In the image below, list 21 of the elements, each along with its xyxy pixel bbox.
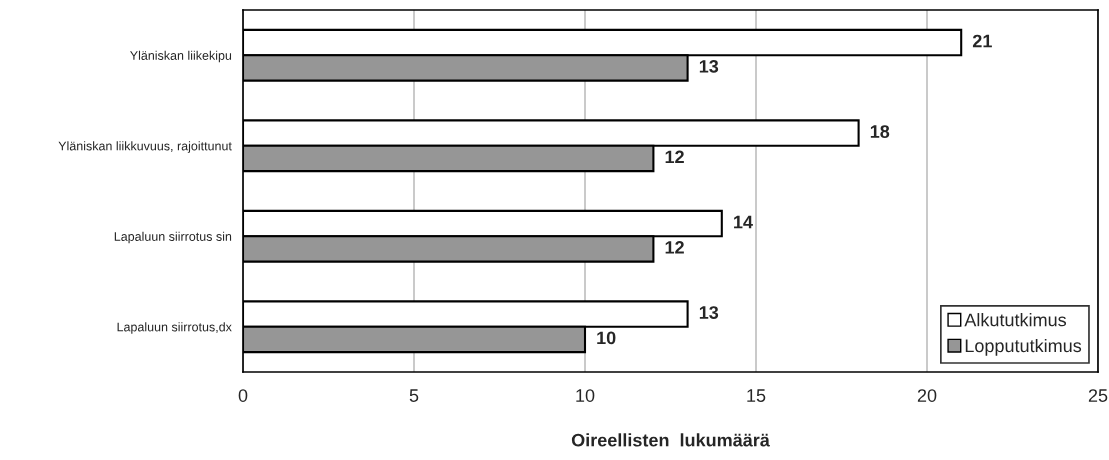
data-label: 13 [699,59,719,73]
data-label: 21 [972,34,992,48]
data-label: 18 [870,125,890,138]
y-tick-label: Yläniskan liikekipu [130,50,232,63]
legend-label: Alkututkimus [964,313,1067,327]
x-tick-label: 25 [1088,389,1108,402]
legend-label: Loppututkimus [965,338,1082,356]
y-tick-label: Lapaluun siirrotus sin [114,231,232,244]
data-label: 12 [665,240,684,254]
data-label: 12 [665,150,684,164]
x-axis-title: Oireellisten lukumäärä [571,433,770,447]
data-label: 13 [699,306,719,319]
x-tick-label: 20 [917,389,937,402]
data-label: 10 [597,331,616,345]
y-tick-label: Yläniskan liikkuvuus, rajoittunut [58,141,232,153]
x-tick-label: 5 [409,389,419,402]
x-tick-label: 15 [747,389,766,402]
y-tick-label: Lapaluun siirrotus,dx [117,322,232,334]
x-tick-label: 0 [238,389,248,402]
x-tick-label: 10 [576,389,595,402]
data-label: 14 [734,215,753,229]
